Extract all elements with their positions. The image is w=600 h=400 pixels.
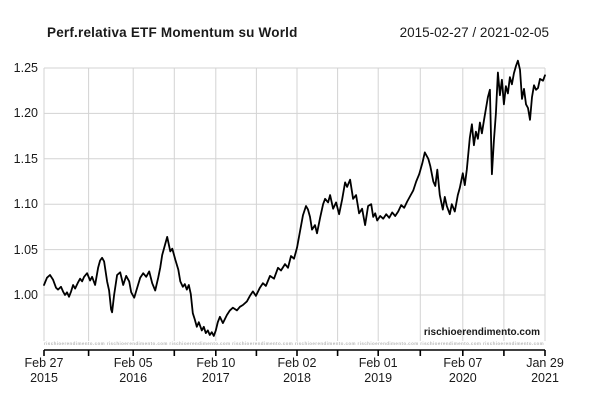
chart-date-range: 2015-02-27 / 2021-02-05 xyxy=(399,25,549,40)
watermark-text: rischioerendimento.com xyxy=(423,327,540,338)
watermark-band: rischioerendimento.com rischioerendiment… xyxy=(44,341,545,346)
series-line-momentum-vs-world xyxy=(43,59,546,337)
chart-title: Perf.relativa ETF Momentum su World xyxy=(47,25,298,40)
